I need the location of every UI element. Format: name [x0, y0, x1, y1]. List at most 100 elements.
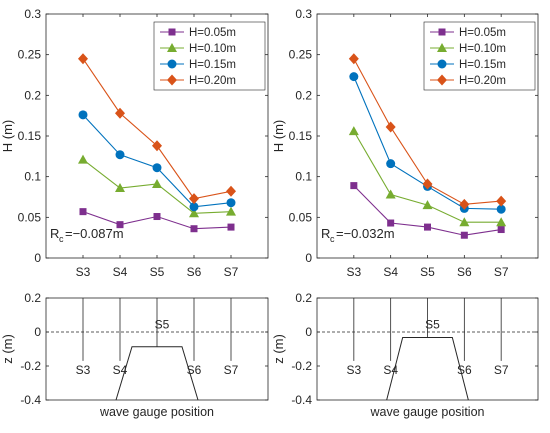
- p0-data-point-0: [153, 213, 161, 221]
- q0-ztick-label: -0.2: [20, 359, 41, 373]
- p0-ytick-label: 0.15: [18, 129, 42, 143]
- p1-data-point-0: [424, 223, 431, 231]
- p0-legend-marker-2: [167, 59, 177, 69]
- q0-gauge-label: S3: [76, 363, 91, 377]
- q1-gauge-label: S4: [383, 363, 398, 377]
- q1-ztick-label: -0.2: [291, 359, 312, 373]
- p0-legend-marker-1: [167, 43, 177, 52]
- p0-data-point-3: [152, 140, 162, 152]
- q1-ztick-label: 0: [305, 325, 312, 339]
- p1-xtick-label: S4: [383, 265, 398, 279]
- q0-ztick-label: 0.2: [24, 291, 41, 305]
- q0-z-axis-label: z (m): [0, 334, 15, 364]
- p1-ytick-label: 0.15: [289, 129, 313, 143]
- p0-data-point-2: [226, 198, 236, 208]
- p1-ytick-label: 0.25: [289, 48, 313, 62]
- p1-data-point-1: [422, 200, 433, 210]
- q1-gauge-label: S7: [494, 363, 509, 377]
- p1-data-point-3: [422, 178, 433, 190]
- p1-legend-marker-1: [437, 43, 447, 52]
- p0-legend-entry-3: H=0.20m: [189, 75, 236, 87]
- p0-xtick-label: S3: [76, 265, 91, 279]
- p0-data-point-3: [115, 107, 125, 119]
- p1-data-point-1: [459, 217, 470, 227]
- p1-ytick-label: 0.2: [295, 88, 312, 102]
- p0-data-point-1: [189, 208, 199, 218]
- q1-ztick-label: 0.2: [295, 291, 312, 305]
- p1-rc-subscript: c: [330, 234, 335, 244]
- q0-gauge-label: S5: [155, 318, 170, 332]
- p0-series-line-2: [82, 114, 232, 208]
- p1-data-point-3: [496, 195, 507, 207]
- p0-legend-entry-1: H=0.10m: [189, 43, 236, 55]
- p0-rc-subscript: c: [59, 234, 64, 244]
- p1-data-point-3: [459, 198, 470, 210]
- q1-x-axis-label: wave gauge position: [370, 405, 485, 419]
- p1-data-point-3: [348, 53, 359, 65]
- p0-data-point-2: [115, 150, 125, 160]
- p1-legend-entry-2: H=0.15m: [459, 59, 506, 71]
- q1-z-axis-label: z (m): [271, 334, 286, 364]
- q0-gauge-label: S6: [187, 363, 202, 377]
- q0-gauge-label: S4: [113, 363, 128, 377]
- p0-data-point-2: [152, 163, 162, 173]
- q1-ztick-label: -0.4: [291, 393, 312, 407]
- q1-gauge-label: S5: [425, 318, 440, 332]
- q0-ztick-label: 0: [34, 325, 41, 339]
- p1-legend-marker-0: [438, 28, 446, 36]
- q1-gauge-label: S3: [346, 363, 361, 377]
- p0-data-point-1: [115, 183, 125, 193]
- p0-ytick-label: 0.3: [24, 7, 41, 21]
- p0-data-point-3: [78, 53, 88, 65]
- p0-data-point-1: [152, 178, 162, 188]
- p0-ytick-label: 0.2: [24, 88, 41, 102]
- p0-xtick-label: S5: [150, 265, 165, 279]
- p1-xtick-label: S6: [457, 265, 472, 279]
- p0-legend-entry-0: H=0.05m: [189, 27, 236, 39]
- p1-ytick-label: 0.1: [295, 170, 312, 184]
- p0-data-point-0: [116, 221, 124, 229]
- p0-data-point-2: [189, 202, 199, 212]
- p0-data-point-0: [79, 208, 87, 216]
- p1-rc-annotation: R: [321, 226, 330, 241]
- p0-y-axis-label: H (m): [0, 120, 15, 153]
- q0-gauge-label: S7: [224, 363, 239, 377]
- p1-rc-value: =−0.032m: [336, 226, 395, 241]
- p1-ytick-label: 0.3: [295, 7, 312, 21]
- p1-data-point-1: [348, 126, 359, 136]
- p0-data-point-2: [78, 110, 88, 120]
- p0-legend-marker-0: [168, 28, 176, 36]
- p1-xtick-label: S3: [346, 265, 361, 279]
- p1-data-point-2: [349, 72, 359, 82]
- p0-data-point-3: [226, 185, 236, 197]
- p0-xtick-label: S6: [187, 265, 202, 279]
- p1-legend-entry-0: H=0.05m: [459, 27, 506, 39]
- p1-legend-marker-2: [437, 59, 447, 69]
- p1-data-point-1: [496, 217, 507, 227]
- p1-ytick-label: 0.05: [289, 210, 313, 224]
- p0-xtick-label: S4: [113, 265, 128, 279]
- p0-ytick-label: 0.05: [18, 210, 42, 224]
- p0-ytick-label: 0: [34, 251, 41, 265]
- p1-legend-entry-1: H=0.10m: [459, 43, 506, 55]
- p1-data-point-0: [350, 182, 358, 190]
- p0-rc-value: =−0.087m: [65, 226, 124, 241]
- p1-data-point-2: [386, 159, 396, 169]
- p1-xtick-label: S7: [494, 265, 509, 279]
- p0-xtick-label: S7: [224, 265, 239, 279]
- q1-gauge-label: S6: [457, 363, 472, 377]
- p0-ytick-label: 0.25: [18, 48, 42, 62]
- p0-data-point-3: [189, 193, 199, 205]
- p0-legend-entry-2: H=0.15m: [189, 59, 236, 71]
- p1-data-point-0: [387, 219, 395, 227]
- p0-data-point-0: [190, 225, 198, 233]
- p0-data-point-1: [78, 154, 88, 164]
- p1-y-axis-label: H (m): [271, 120, 286, 153]
- p1-data-point-3: [385, 121, 396, 133]
- p1-ytick-label: 0: [305, 251, 312, 265]
- p0-legend-marker-3: [167, 74, 177, 86]
- p0-data-point-0: [227, 223, 235, 231]
- p0-data-point-1: [226, 206, 236, 216]
